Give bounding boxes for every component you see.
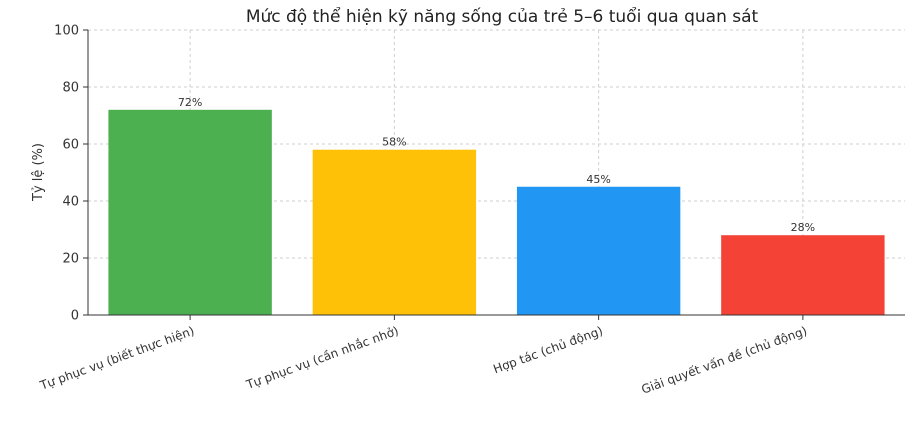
bar-data-label: 72%: [178, 96, 202, 109]
x-tick-label: Tự phục vụ (biết thực hiện): [37, 324, 196, 393]
bar-data-label: 58%: [382, 136, 406, 149]
y-tick-label: 60: [62, 138, 79, 153]
y-axis-label: Tỷ lệ (%): [31, 143, 46, 202]
bar-data-label: 45%: [586, 173, 610, 186]
bar: [108, 109, 272, 315]
chart-title: Mức độ thể hiện kỹ năng sống của trẻ 5–6…: [246, 6, 759, 27]
x-tick-label: Giải quyết vấn đề (chủ động): [639, 324, 808, 397]
x-tick-label: Hợp tác (chủ động): [491, 324, 604, 377]
y-tick-label: 0: [71, 309, 79, 324]
bar-data-label: 28%: [791, 221, 815, 234]
y-tick-label: 80: [62, 81, 79, 96]
y-tick-label: 20: [62, 252, 79, 267]
bar: [312, 149, 477, 315]
x-tick-label: Tự phục vụ (cần nhắc nhở): [244, 324, 401, 392]
y-tick-label: 40: [62, 195, 79, 210]
axes: [83, 29, 905, 320]
y-tick-label: 100: [54, 24, 79, 39]
bars: [108, 109, 885, 315]
bar: [516, 186, 681, 315]
bar: [721, 235, 885, 315]
